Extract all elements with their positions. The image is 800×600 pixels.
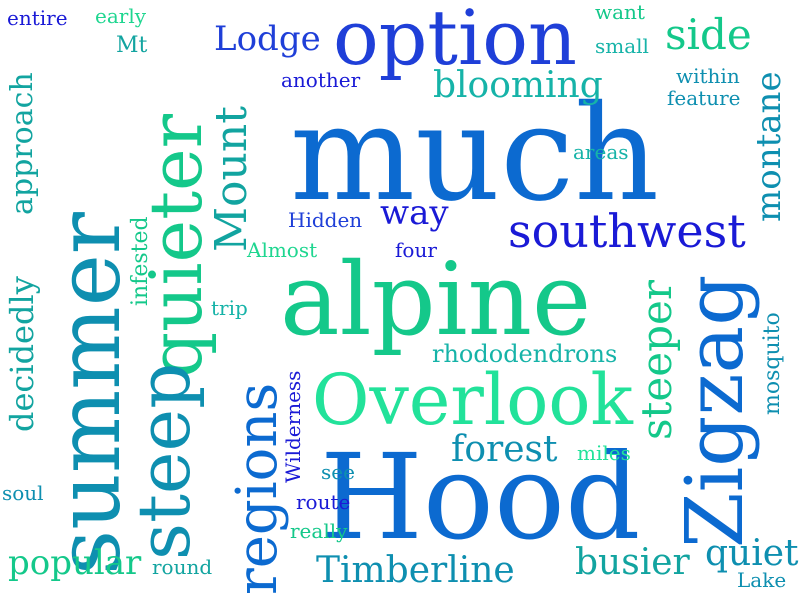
- word-steep: steep: [122, 362, 206, 560]
- word-trip: trip: [211, 296, 248, 320]
- word-another: another: [281, 68, 361, 92]
- word-decidedly: decidedly: [3, 276, 41, 432]
- word-feature: feature: [667, 86, 741, 110]
- word-southwest: southwest: [508, 204, 746, 258]
- word-blooming: blooming: [433, 65, 603, 106]
- word-alpine: alpine: [280, 241, 592, 358]
- word-lake: Lake: [737, 568, 787, 592]
- word-want: want: [595, 0, 645, 24]
- word-option: option: [333, 0, 577, 82]
- word-hood: Hood: [320, 428, 641, 566]
- word-timberline: Timberline: [316, 550, 515, 591]
- word-infested: infested: [128, 216, 153, 306]
- word-approach: approach: [5, 72, 40, 215]
- word-summer: summer: [37, 212, 140, 575]
- word-popular: popular: [8, 543, 142, 583]
- word-lodge: Lodge: [214, 19, 321, 59]
- word-hidden: Hidden: [288, 208, 363, 232]
- word-way: way: [380, 193, 449, 233]
- word-forest: forest: [451, 429, 558, 470]
- word-rhododendrons: rhododendrons: [432, 340, 618, 368]
- word-see: see: [321, 460, 355, 484]
- word-zigzag: Zigzag: [668, 274, 761, 548]
- word-round: round: [152, 555, 213, 579]
- word-steeper: steeper: [632, 280, 681, 440]
- word-quiet: quiet: [705, 533, 799, 574]
- word-really: really: [290, 519, 348, 543]
- word-regions: regions: [225, 382, 290, 595]
- word-side: side: [665, 10, 752, 59]
- word-four: four: [395, 238, 437, 262]
- word-overlook: Overlook: [312, 359, 633, 441]
- word-soul: soul: [2, 481, 44, 505]
- word-busier: busier: [575, 542, 690, 583]
- word-areas: areas: [573, 140, 629, 164]
- word-montane: montane: [749, 71, 789, 222]
- word-wilderness: Wilderness: [281, 370, 305, 483]
- word-small: small: [595, 34, 649, 58]
- word-miles: miles: [577, 441, 631, 465]
- word-mount: Mount: [206, 106, 257, 252]
- word-much: much: [290, 77, 660, 231]
- word-almost: Almost: [247, 238, 318, 262]
- word-within: within: [676, 64, 740, 88]
- word-route: route: [296, 490, 351, 514]
- word-mt: Mt: [116, 33, 148, 58]
- word-mosquito: mosquito: [760, 312, 785, 415]
- word-entire: entire: [7, 6, 68, 30]
- word-early: early: [95, 4, 147, 28]
